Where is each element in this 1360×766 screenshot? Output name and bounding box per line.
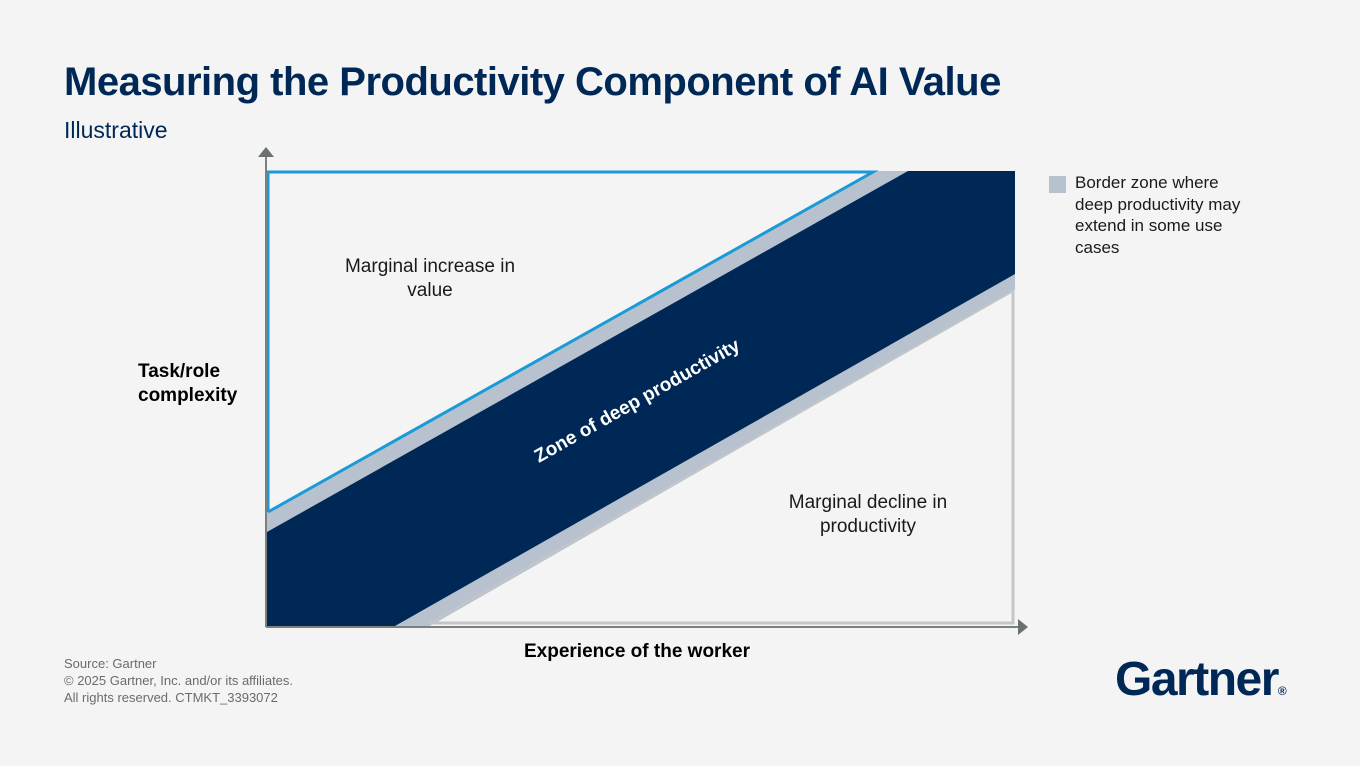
registered-mark: ® bbox=[1277, 684, 1287, 698]
upper-region-outline bbox=[266, 170, 879, 514]
page-title: Measuring the Productivity Component of … bbox=[64, 60, 1001, 104]
deep-productivity-band bbox=[267, 171, 1015, 626]
lower-label-line2: productivity bbox=[819, 516, 917, 537]
x-axis-label: Experience of the worker bbox=[524, 641, 750, 662]
page-subtitle: Illustrative bbox=[64, 117, 168, 143]
footer: Source: Gartner © 2025 Gartner, Inc. and… bbox=[64, 655, 293, 706]
lower-label-line1: Marginal decline in bbox=[788, 492, 948, 513]
lower-region-outline bbox=[430, 291, 1015, 625]
source-text: Source: Gartner bbox=[64, 656, 157, 671]
legend-label: Border zone where deep productivity may … bbox=[1075, 173, 1241, 257]
logo-text: Gartner bbox=[1115, 653, 1279, 706]
lower-region-label: Marginal decline in productivity bbox=[758, 491, 978, 539]
y-axis-arrow-icon bbox=[258, 147, 274, 157]
legend-swatch-border-zone bbox=[1049, 176, 1066, 193]
copyright-text: © 2025 Gartner, Inc. and/or its affiliat… bbox=[64, 673, 294, 688]
y-axis-label-line2: complexity bbox=[138, 385, 238, 406]
rights-text: All rights reserved. CTMKT_3393072 bbox=[64, 690, 278, 705]
gartner-logo: Gartner® bbox=[1115, 652, 1287, 707]
upper-label-line1: Marginal increase in bbox=[344, 256, 516, 277]
x-axis-arrow-icon bbox=[1018, 619, 1028, 635]
y-axis-label: Task/role complexity bbox=[138, 360, 237, 408]
upper-label-line2: value bbox=[407, 280, 453, 301]
legend: Border zone where deep productivity may … bbox=[1049, 172, 1245, 258]
upper-region-label: Marginal increase in value bbox=[320, 255, 540, 303]
y-axis-label-line1: Task/role bbox=[138, 361, 221, 382]
